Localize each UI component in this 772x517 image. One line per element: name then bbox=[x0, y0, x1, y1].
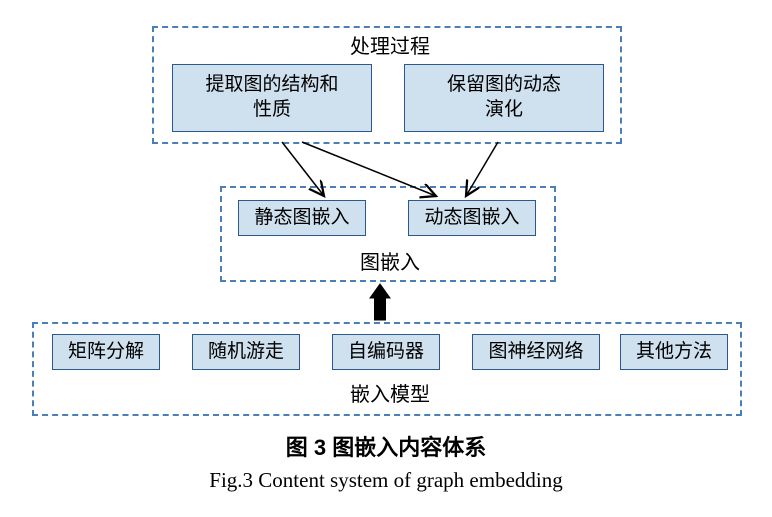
caption-en: Fig.3 Content system of graph embedding bbox=[20, 468, 752, 493]
node-static-emb: 静态图嵌入 bbox=[238, 200, 366, 236]
node-extract: 提取图的结构和性质 bbox=[172, 64, 372, 132]
node-preserve-label: 保留图的动态演化 bbox=[447, 73, 561, 122]
node-autoencoder-label: 自编码器 bbox=[348, 340, 424, 365]
node-static-label: 静态图嵌入 bbox=[254, 206, 349, 231]
node-extract-label: 提取图的结构和性质 bbox=[205, 73, 338, 122]
node-matrix: 矩阵分解 bbox=[52, 334, 160, 370]
group-processing-label: 处理过程 bbox=[320, 30, 460, 59]
node-gnn: 图神经网络 bbox=[472, 334, 600, 370]
node-others-label: 其他方法 bbox=[636, 340, 712, 365]
node-dynamic-emb: 动态图嵌入 bbox=[408, 200, 536, 236]
node-matrix-label: 矩阵分解 bbox=[68, 340, 144, 365]
group-embedding-label: 图嵌入 bbox=[340, 246, 440, 275]
group-models-label: 嵌入模型 bbox=[330, 378, 450, 407]
node-autoencoder: 自编码器 bbox=[332, 334, 440, 370]
node-gnn-label: 图神经网络 bbox=[488, 340, 583, 365]
node-randomwalk: 随机游走 bbox=[192, 334, 300, 370]
node-preserve: 保留图的动态演化 bbox=[404, 64, 604, 132]
diagram-root: 处理过程 图嵌入 嵌入模型 提取图的结构和性质 保留图的动态演化 静态图嵌入 动… bbox=[20, 20, 752, 497]
node-others: 其他方法 bbox=[620, 334, 728, 370]
node-dynamic-label: 动态图嵌入 bbox=[424, 206, 519, 231]
node-randomwalk-label: 随机游走 bbox=[208, 340, 284, 365]
caption-cn: 图 3 图嵌入内容体系 bbox=[20, 430, 752, 462]
